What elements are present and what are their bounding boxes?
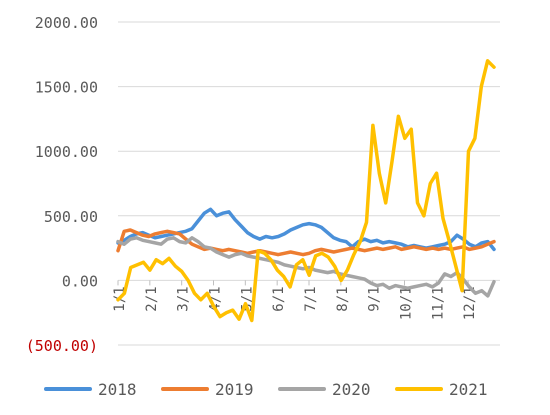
legend-label-2018: 2018 <box>98 380 137 399</box>
series-line-2019 <box>116 228 496 257</box>
x-tick-label: 2/1 <box>144 286 160 311</box>
x-tick-label: 10/1 <box>399 286 415 320</box>
x-tick-label: 12/1 <box>462 286 478 320</box>
x-tick-label: 9/1 <box>367 286 383 311</box>
y-tick-label: 2000.00 <box>35 14 98 32</box>
y-tick-label: 500.00 <box>44 208 98 226</box>
x-tick-label: 11/1 <box>430 286 446 320</box>
series-line-2021 <box>116 59 496 323</box>
x-tick-label: 7/1 <box>303 286 319 311</box>
legend: 2018 2019 2020 2021 <box>44 380 488 399</box>
x-axis-tick-labels: 1/1 2/1 3/1 4/1 5/1 6/1 7/1 8/1 9/1 10/1 11/1 12/1 <box>112 286 478 320</box>
legend-label-2020: 2020 <box>332 380 371 399</box>
y-tick-label: 1000.00 <box>35 143 98 161</box>
gridlines <box>117 21 500 346</box>
y-tick-label: 1500.00 <box>35 79 98 97</box>
series-lines <box>116 59 496 323</box>
x-tick-label: 3/1 <box>176 286 192 311</box>
x-tick-label: 6/1 <box>271 286 287 311</box>
legend-label-2021: 2021 <box>449 380 488 399</box>
y-axis-tick-labels: 2000.00 1500.00 1000.00 500.00 0.00 (500.00) <box>26 14 98 355</box>
y-tick-label: 0.00 <box>62 272 98 290</box>
x-tick-label: 8/1 <box>335 286 351 311</box>
y-tick-label: (500.00) <box>26 337 98 355</box>
legend-label-2019: 2019 <box>215 380 254 399</box>
